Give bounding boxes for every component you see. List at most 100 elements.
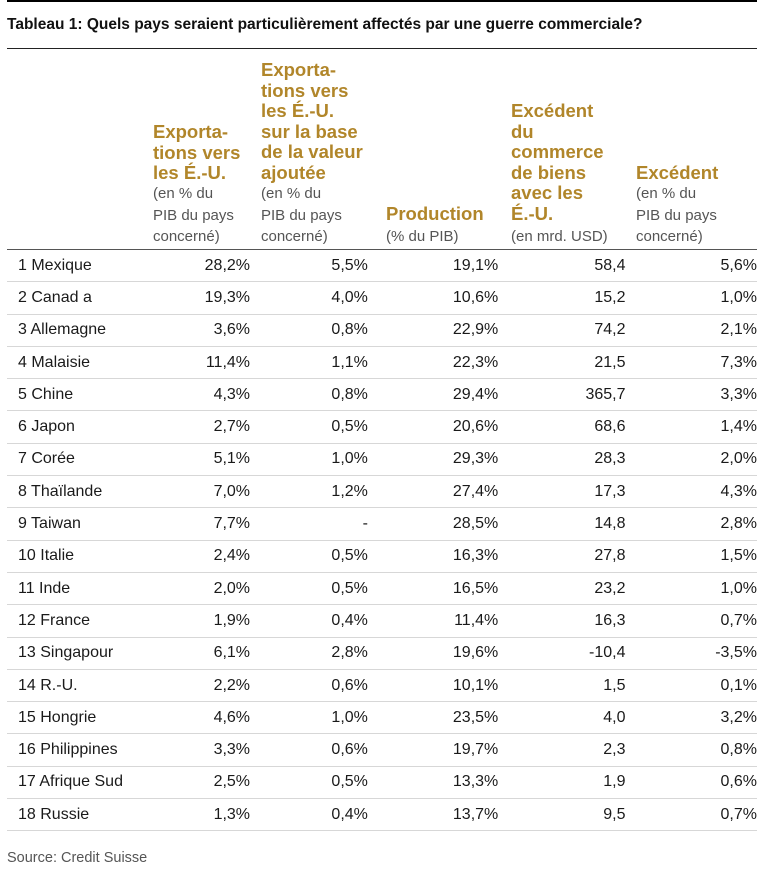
value-cell: 21,5 — [498, 346, 626, 380]
value-cell: 74,2 — [498, 314, 626, 347]
table-row: 17 Afrique Sud 2,5% 0,5% 13,3% 1,9 0,6% — [7, 766, 757, 800]
value-cell: 0,5% — [250, 540, 368, 573]
table-row: 7 Corée 5,1% 1,0% 29,3% 28,3 2,0% — [7, 443, 757, 477]
value-cell: 1,1% — [250, 346, 368, 380]
value-cell: 22,3% — [367, 346, 499, 380]
value-cell: 29,3% — [367, 443, 499, 477]
value-cell: 28,3 — [498, 443, 626, 477]
col5-subheading: (en % du PIB du pays concerné) — [636, 185, 717, 245]
value-cell: -10,4 — [498, 637, 626, 670]
value-cell: 10,1% — [367, 669, 499, 703]
country-cell: 7 Corée — [7, 443, 155, 477]
table-row: 9 Taiwan 7,7% -28,5% 14,8 2,8% — [7, 507, 757, 541]
value-cell: 0,5% — [250, 766, 368, 800]
country-cell: 5 Chine — [7, 378, 155, 412]
table-row: 14 R.-U. 2,2% 0,6% 10,1% 1,5 0,1% — [7, 669, 757, 703]
table-row: 6 Japon 2,7% 0,5% 20,6% 68,6 1,4% — [7, 410, 757, 444]
header-rule — [7, 249, 757, 250]
value-cell: 28,2% — [154, 250, 251, 283]
value-cell: 2,8% — [250, 637, 368, 670]
value-cell: 0,6% — [625, 766, 757, 800]
country-cell: 2 Canad a — [7, 281, 155, 315]
table-title: Tableau 1: Quels pays seraient particuli… — [7, 16, 643, 33]
country-cell: 15 Hongrie — [7, 701, 155, 735]
value-cell: 14,8 — [498, 507, 626, 541]
value-cell: 23,2 — [498, 572, 626, 606]
value-cell: 4,6% — [154, 701, 251, 735]
table-row: 8 Thaïlande 7,0% 1,2% 27,4% 17,3 4,3% — [7, 475, 757, 509]
value-cell: 16,3 — [498, 604, 626, 638]
value-cell: 19,3% — [154, 281, 251, 315]
country-cell: 4 Malaisie — [7, 346, 155, 380]
value-cell: 2,3 — [498, 733, 626, 767]
value-cell: 2,5% — [154, 766, 251, 800]
value-cell: 1,0% — [250, 701, 368, 735]
country-cell: 12 France — [7, 604, 155, 638]
country-cell: 16 Philippines — [7, 733, 155, 767]
country-cell: 9 Taiwan — [7, 507, 155, 541]
value-cell: 15,2 — [498, 281, 626, 315]
value-cell: 11,4% — [154, 346, 251, 380]
value-cell: 0,5% — [250, 572, 368, 606]
country-cell: 14 R.-U. — [7, 669, 155, 703]
value-cell: 3,3% — [154, 733, 251, 767]
value-cell: 1,0% — [625, 572, 757, 606]
value-cell: 0,1% — [625, 669, 757, 703]
table-row: 18 Russie 1,3% 0,4% 13,7% 9,5 0,7% — [7, 798, 757, 832]
value-cell: 2,0% — [625, 443, 757, 477]
value-cell: 0,8% — [625, 733, 757, 767]
value-cell: 6,1% — [154, 637, 251, 670]
col4-subheading: (en mrd. USD) — [511, 228, 608, 245]
value-cell: 9,5 — [498, 798, 626, 832]
value-cell: 2,2% — [154, 669, 251, 703]
value-cell: 0,7% — [625, 798, 757, 832]
table-row: 5 Chine 4,3% 0,8% 29,4% 365,7 3,3% — [7, 378, 757, 412]
value-cell: 2,0% — [154, 572, 251, 606]
table-row: 15 Hongrie 4,6% 1,0% 23,5% 4,0 3,2% — [7, 701, 757, 735]
value-cell: 16,3% — [367, 540, 499, 573]
table-row: 16 Philippines 3,3% 0,6% 19,7% 2,3 0,8% — [7, 733, 757, 767]
value-cell: 0,5% — [250, 410, 368, 444]
value-cell: 7,3% — [625, 346, 757, 380]
value-cell: 27,8 — [498, 540, 626, 573]
col3-subheading: (% du PIB) — [386, 228, 459, 245]
value-cell: 0,8% — [250, 314, 368, 347]
table-row: 4 Malaisie 11,4% 1,1% 22,3% 21,5 7,3% — [7, 346, 757, 380]
source-note: Source: Credit Suisse — [7, 850, 148, 866]
table-row: 1 Mexique 28,2% 5,5% 19,1% 58,4 5,6% — [7, 250, 757, 283]
value-cell: 365,7 — [498, 378, 626, 412]
value-cell: 1,9 — [498, 766, 626, 800]
top-rule — [7, 0, 757, 2]
value-cell: 13,7% — [367, 798, 499, 832]
value-cell: 0,4% — [250, 604, 368, 638]
country-cell: 3 Allemagne — [7, 314, 155, 347]
table-row: 11 Inde 2,0% 0,5% 16,5% 23,2 1,0% — [7, 572, 757, 606]
title-rule — [7, 48, 757, 49]
value-cell: 1,5% — [625, 540, 757, 573]
value-cell: 7,0% — [154, 475, 251, 509]
value-cell: 0,6% — [250, 669, 368, 703]
value-cell: 20,6% — [367, 410, 499, 444]
col2-subheading: (en % du PIB du pays concerné) — [261, 185, 342, 245]
value-cell: 58,4 — [498, 250, 626, 283]
value-cell: 0,8% — [250, 378, 368, 412]
value-cell: 19,6% — [367, 637, 499, 670]
value-cell: 10,6% — [367, 281, 499, 315]
value-cell: 7,7% — [154, 507, 251, 541]
value-cell: - — [250, 507, 368, 541]
value-cell: 68,6 — [498, 410, 626, 444]
value-cell: 0,6% — [250, 733, 368, 767]
col1-heading: Exporta- tions vers les É.-U. — [153, 121, 241, 183]
country-cell: 1 Mexique — [7, 250, 155, 283]
country-cell: 8 Thaïlande — [7, 475, 155, 509]
country-cell: 13 Singapour — [7, 637, 155, 670]
value-cell: 1,5 — [498, 669, 626, 703]
table-row: 10 Italie 2,4% 0,5% 16,3% 27,8 1,5% — [7, 540, 757, 573]
value-cell: 4,3% — [154, 378, 251, 412]
country-cell: 11 Inde — [7, 572, 155, 606]
table-row: 3 Allemagne 3,6% 0,8% 22,9% 74,2 2,1% — [7, 314, 757, 347]
value-cell: 3,6% — [154, 314, 251, 347]
value-cell: 3,2% — [625, 701, 757, 735]
value-cell: 19,1% — [367, 250, 499, 283]
col1-subheading: (en % du PIB du pays concerné) — [153, 185, 234, 245]
